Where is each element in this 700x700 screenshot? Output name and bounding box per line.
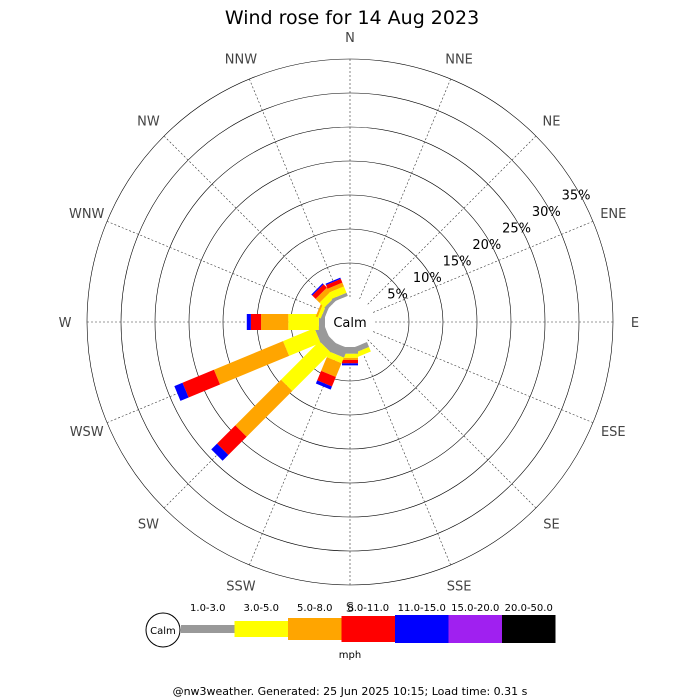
direction-label-nne: NNE — [445, 53, 473, 68]
bar-segment-wsw-5 — [174, 382, 189, 401]
spoke-ese — [372, 331, 594, 423]
percentage-label-5: 5% — [387, 287, 408, 302]
bar-segment-w-2 — [288, 314, 319, 330]
bar-segment-sw-3 — [235, 379, 293, 437]
bar-segment-w-4 — [250, 314, 262, 330]
bar-segment-nw-5 — [311, 283, 324, 296]
direction-label-nnw: NNW — [225, 53, 257, 68]
legend-swatch-2 — [234, 621, 288, 637]
bar-segment-wnw-3 — [315, 301, 324, 318]
speed-unit-label: mph — [339, 650, 361, 661]
bar-segment-w-1 — [318, 314, 325, 330]
spoke-nnw — [249, 78, 341, 300]
bar-s — [342, 347, 358, 366]
direction-label-ese: ESE — [601, 425, 626, 440]
spoke-ne — [367, 135, 537, 305]
percentage-label-20: 20% — [472, 238, 501, 253]
spoke-se — [367, 339, 537, 509]
direction-label-ne: NE — [543, 114, 561, 129]
bar-w — [246, 314, 325, 330]
footer-text: @nw3weather. Generated: 25 Jun 2025 10:1… — [173, 685, 528, 698]
percentage-label-15: 15% — [443, 254, 472, 269]
legend-label-6: 15.0-20.0 — [451, 603, 499, 614]
percentage-label-25: 25% — [502, 221, 531, 236]
spoke-sse — [359, 344, 451, 566]
bar-segment-ssw-5 — [315, 380, 332, 390]
bar-segment-s-3 — [342, 357, 358, 360]
wind-bars — [174, 277, 371, 461]
percentage-label-35: 35% — [562, 188, 591, 203]
legend-swatch-1 — [181, 625, 235, 633]
bar-segment-ssw-3 — [321, 357, 342, 378]
percentage-label-10: 10% — [413, 271, 442, 286]
bar-segment-ssw-4 — [317, 370, 336, 387]
direction-label-s: S — [346, 601, 354, 616]
bar-segment-sse-2 — [354, 347, 371, 358]
direction-label-wsw: WSW — [70, 425, 104, 440]
direction-label-ssw: SSW — [226, 579, 256, 594]
bar-segment-nnw-5 — [325, 277, 341, 286]
legend-swatch-7 — [502, 615, 556, 643]
bar-segment-s-4 — [342, 359, 358, 364]
bar-segment-wsw-4 — [182, 369, 221, 398]
calm-center: Calm — [325, 297, 375, 347]
calm-label: Calm — [333, 316, 366, 331]
direction-labels: N NNE NE ENE E ESE SE SSE S SSW SW WSW W WNW NW NNW — [59, 31, 640, 616]
chart-title: Wind rose for 14 Aug 2023 — [225, 7, 479, 29]
bar-sw — [211, 334, 338, 461]
percentage-labels: 5% 10%15%20%25%30%35% — [387, 188, 590, 302]
direction-label-se: SE — [543, 518, 559, 533]
direction-label-n: N — [345, 31, 355, 46]
bar-nnw — [325, 277, 348, 302]
bar-segment-ssw-2 — [326, 351, 344, 364]
legend-label-3: 5.0-8.0 — [297, 603, 332, 614]
percentage-label-30: 30% — [532, 205, 561, 220]
direction-label-sw: SW — [138, 518, 159, 533]
direction-label-ene: ENE — [600, 207, 626, 222]
legend-swatch-6 — [448, 615, 502, 643]
legend-label-1: 1.0-3.0 — [190, 603, 225, 614]
spoke-nw — [163, 135, 333, 305]
legend-label-2: 3.0-5.0 — [244, 603, 279, 614]
legend-calm-circle — [145, 612, 181, 648]
direction-label-sse: SSE — [447, 579, 472, 594]
bar-segment-nw-4 — [312, 284, 327, 299]
legend-swatch-5 — [395, 615, 449, 643]
bar-segment-nnw-2 — [329, 286, 347, 299]
speed-legend: Calm 1.0-3.0 3.0-5.0 5.0-8.0 8.0-11.0 11.0-15… — [145, 603, 556, 648]
bar-segment-w-3 — [261, 314, 289, 330]
bar-segment-s-5 — [342, 363, 358, 366]
spoke-wnw — [106, 221, 328, 313]
legend-label-4: 8.0-11.0 — [347, 603, 389, 614]
legend-calm-label: Calm — [150, 626, 176, 637]
direction-label-w: W — [59, 316, 72, 331]
bar-segment-nnw-1 — [331, 292, 348, 302]
bar-segment-sw-2 — [280, 341, 331, 392]
bar-segment-wsw-2 — [283, 328, 321, 356]
legend-label-5: 11.0-15.0 — [398, 603, 446, 614]
bar-segment-nnw-3 — [327, 282, 344, 293]
direction-label-nw: NW — [137, 114, 160, 129]
bar-segment-wsw-3 — [213, 341, 290, 385]
direction-label-e: E — [631, 316, 639, 331]
bar-segment-s-2 — [342, 353, 358, 358]
bar-segment-nw-3 — [315, 287, 331, 303]
bar-segment-sw-4 — [217, 425, 247, 455]
bar-segment-w-5 — [246, 314, 251, 330]
calm-circle — [325, 297, 375, 347]
direction-label-wnw: WNW — [69, 207, 105, 222]
legend-swatch-3 — [288, 618, 342, 640]
bar-segment-nnw-4 — [326, 278, 343, 289]
legend-label-7: 20.0-50.0 — [505, 603, 553, 614]
spoke-nne — [359, 78, 451, 300]
legend-swatch-4 — [341, 616, 395, 642]
bar-segment-sw-5 — [211, 443, 229, 461]
